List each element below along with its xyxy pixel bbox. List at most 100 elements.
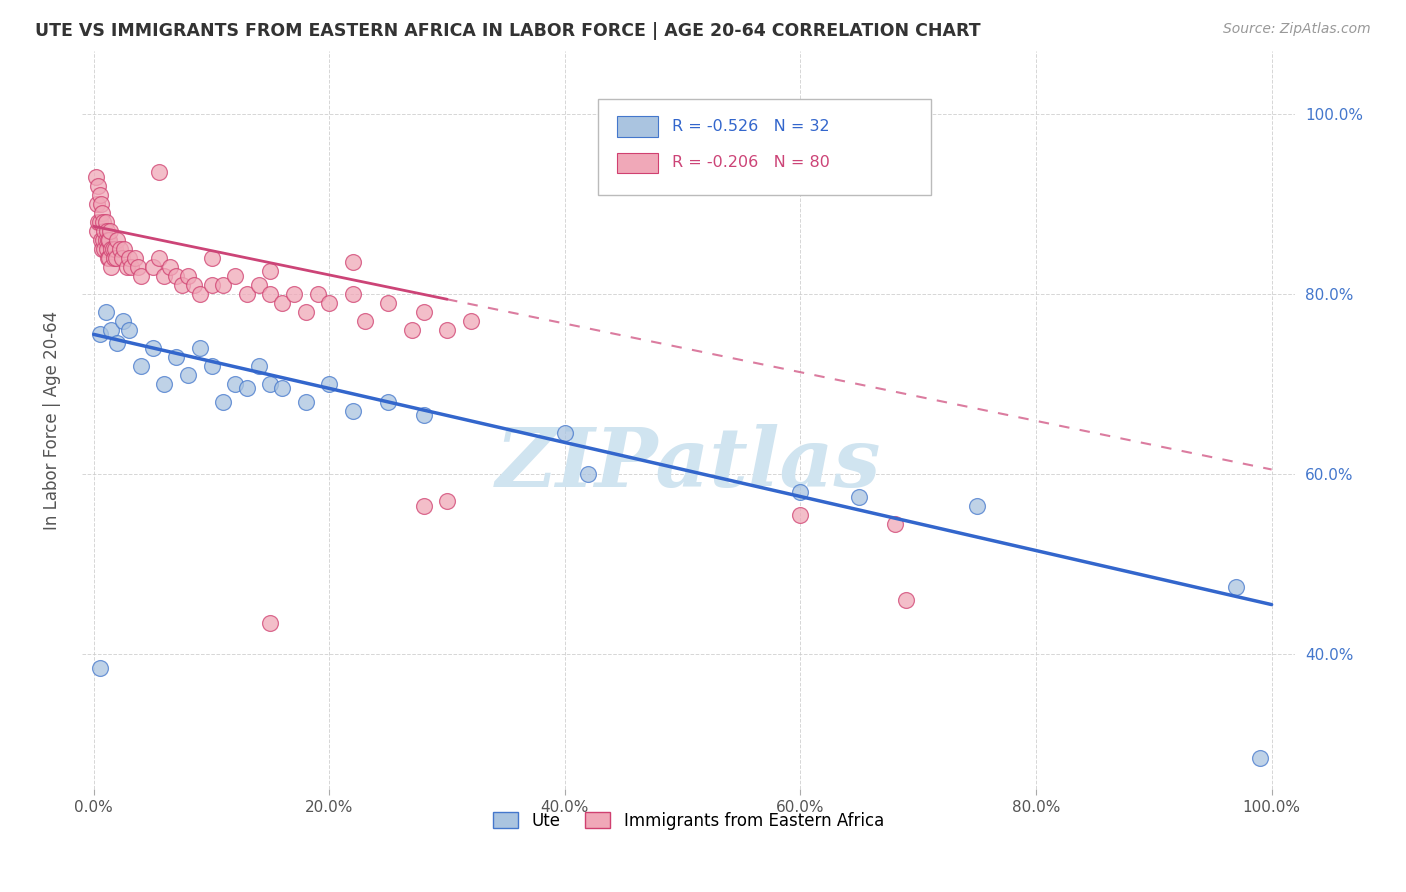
Point xyxy=(124,251,146,265)
Point xyxy=(90,233,112,247)
Point xyxy=(377,395,399,409)
Point xyxy=(111,251,134,265)
Point xyxy=(177,368,200,382)
Point xyxy=(259,376,281,391)
Point xyxy=(97,251,120,265)
Point xyxy=(89,215,111,229)
Point xyxy=(93,242,115,256)
Point xyxy=(212,395,235,409)
Text: R = -0.526   N = 32: R = -0.526 N = 32 xyxy=(672,120,830,135)
Point xyxy=(129,268,152,283)
Point xyxy=(100,242,122,256)
Point xyxy=(271,296,294,310)
Text: Source: ZipAtlas.com: Source: ZipAtlas.com xyxy=(1223,22,1371,37)
Point xyxy=(436,494,458,508)
Point xyxy=(165,268,187,283)
Point xyxy=(896,593,918,607)
Point xyxy=(97,233,120,247)
Point xyxy=(412,409,434,423)
Point xyxy=(93,224,115,238)
Text: ZIPatlas: ZIPatlas xyxy=(496,425,882,504)
Point xyxy=(103,251,125,265)
Point xyxy=(101,242,124,256)
Point xyxy=(100,323,122,337)
Point xyxy=(259,286,281,301)
Point xyxy=(96,224,118,238)
Point xyxy=(153,376,176,391)
Point xyxy=(200,277,222,292)
Point xyxy=(89,327,111,342)
Point xyxy=(98,224,121,238)
Point xyxy=(188,286,211,301)
Point xyxy=(342,255,364,269)
Point xyxy=(789,485,811,500)
Point xyxy=(170,277,193,292)
Point xyxy=(165,350,187,364)
Point xyxy=(86,224,108,238)
Y-axis label: In Labor Force | Age 20-64: In Labor Force | Age 20-64 xyxy=(44,310,60,530)
Point xyxy=(236,286,259,301)
Point xyxy=(87,215,110,229)
Point xyxy=(966,499,988,513)
Point xyxy=(115,260,138,274)
Point xyxy=(118,323,141,337)
Point xyxy=(188,341,211,355)
Point xyxy=(318,376,340,391)
Point xyxy=(200,359,222,373)
Point xyxy=(91,206,114,220)
Point xyxy=(112,242,135,256)
Point xyxy=(353,314,375,328)
Point xyxy=(259,615,281,630)
Point xyxy=(412,499,434,513)
Point xyxy=(89,660,111,674)
Point xyxy=(91,215,114,229)
Point xyxy=(96,242,118,256)
Point xyxy=(224,376,246,391)
Point xyxy=(200,251,222,265)
Point xyxy=(94,233,117,247)
Point xyxy=(578,467,600,481)
FancyBboxPatch shape xyxy=(598,99,931,194)
Point xyxy=(342,286,364,301)
Point xyxy=(120,260,142,274)
Point xyxy=(153,268,176,283)
Point xyxy=(128,260,150,274)
Point xyxy=(89,187,111,202)
Point xyxy=(307,286,329,301)
Point xyxy=(848,490,870,504)
Point xyxy=(224,268,246,283)
Point xyxy=(412,305,434,319)
Point xyxy=(460,314,482,328)
Point xyxy=(1249,750,1271,764)
Point xyxy=(91,233,114,247)
Point xyxy=(148,165,170,179)
Point xyxy=(883,516,905,531)
Point xyxy=(142,341,165,355)
Point xyxy=(84,169,107,184)
Point xyxy=(98,233,121,247)
Point xyxy=(294,305,316,319)
Point xyxy=(247,277,270,292)
Point xyxy=(98,251,121,265)
Point xyxy=(342,404,364,418)
Point xyxy=(129,359,152,373)
FancyBboxPatch shape xyxy=(617,153,658,173)
Point xyxy=(112,314,135,328)
Point xyxy=(1225,580,1247,594)
Point xyxy=(789,508,811,522)
Point xyxy=(118,251,141,265)
Point xyxy=(108,242,131,256)
Point xyxy=(318,296,340,310)
Point xyxy=(87,178,110,193)
Point xyxy=(94,215,117,229)
Point xyxy=(177,268,200,283)
Point xyxy=(104,242,127,256)
Point xyxy=(159,260,181,274)
Point xyxy=(236,381,259,395)
Point xyxy=(294,395,316,409)
Point xyxy=(148,251,170,265)
Point xyxy=(91,242,114,256)
Point xyxy=(183,277,205,292)
Point xyxy=(377,296,399,310)
Point xyxy=(90,196,112,211)
